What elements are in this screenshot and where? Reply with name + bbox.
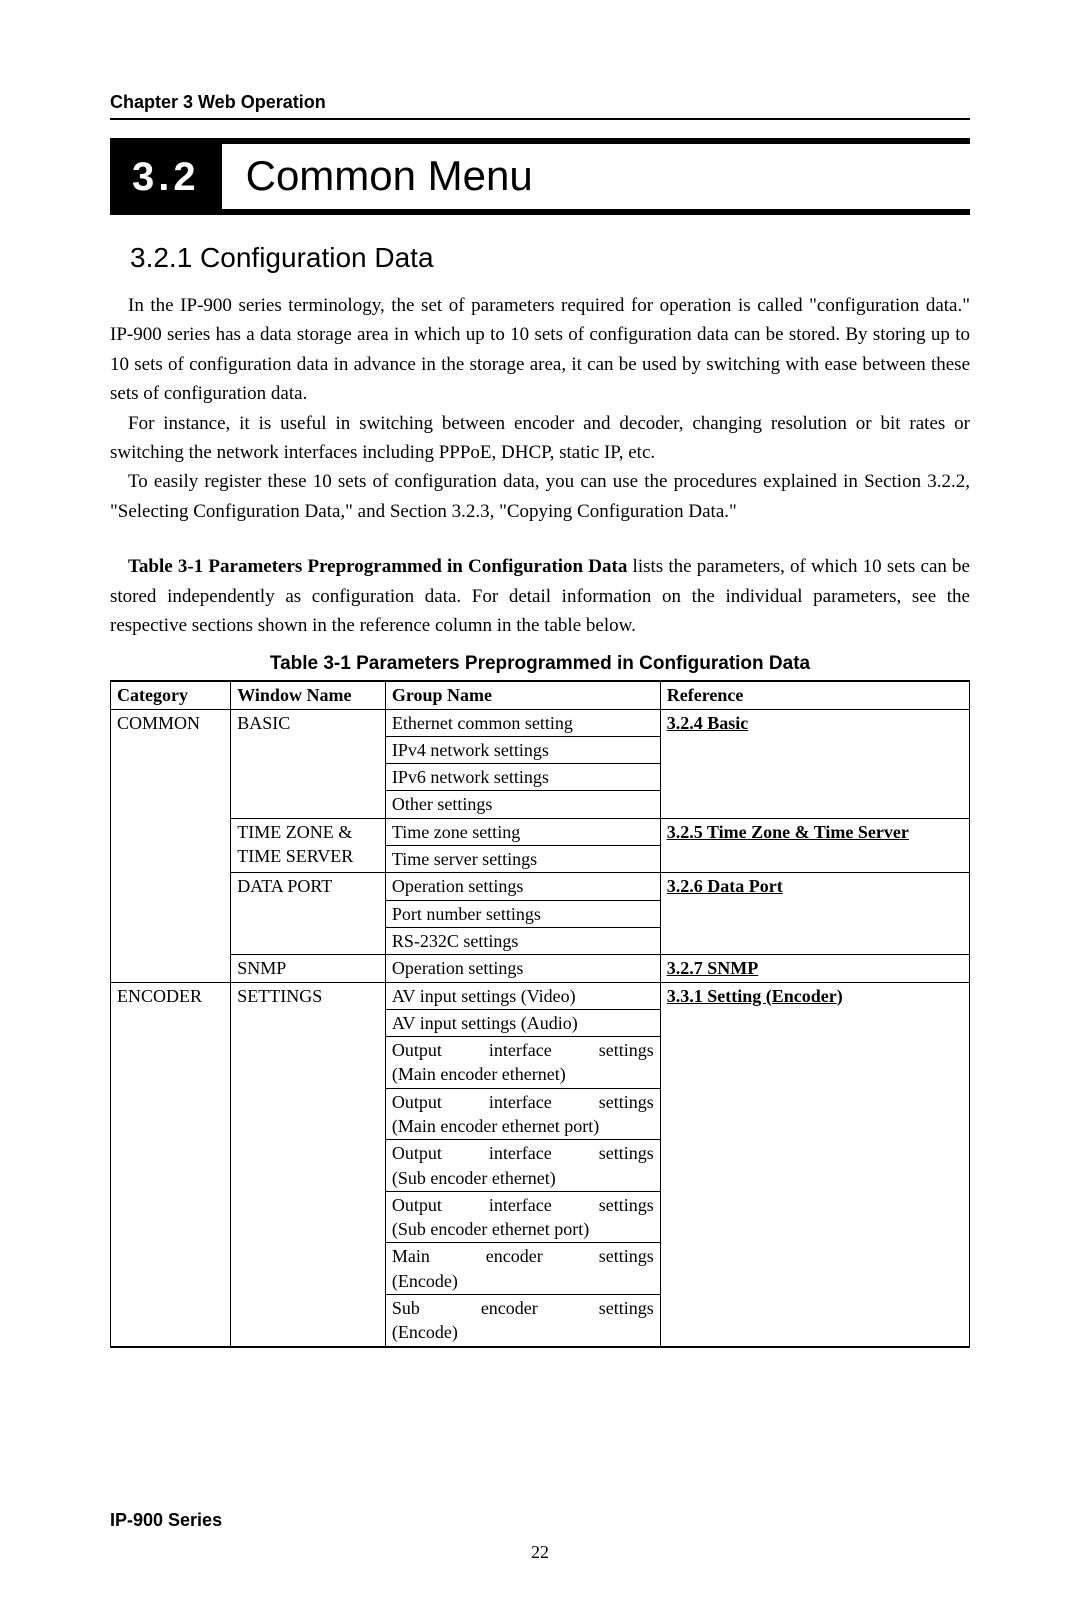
td-group: Output interface settings(Main encoder e… — [385, 1037, 660, 1089]
td-reference: 3.2.5 Time Zone & Time Server — [660, 818, 969, 873]
td-group: Time zone setting — [385, 818, 660, 845]
td-window: SETTINGS — [231, 982, 386, 1347]
table-header-row: Category Window Name Group Name Referenc… — [111, 681, 970, 709]
table-row: DATA PORTOperation settings3.2.6 Data Po… — [111, 873, 970, 900]
paragraph-2: For instance, it is useful in switching … — [110, 409, 970, 468]
body-paragraph-block-1: In the IP-900 series terminology, the se… — [110, 291, 970, 527]
table-row: COMMONBASICEthernet common setting3.2.4 … — [111, 709, 970, 736]
td-group: RS-232C settings — [385, 927, 660, 954]
subsection-title: 3.2.1 Configuration Data — [130, 239, 970, 277]
td-window: SNMP — [231, 955, 386, 982]
paragraph-1: In the IP-900 series terminology, the se… — [110, 291, 970, 409]
td-group: IPv6 network settings — [385, 764, 660, 791]
td-group: Output interface settings(Sub encoder et… — [385, 1191, 660, 1243]
th-window: Window Name — [231, 681, 386, 709]
section-heading: 3.2 Common Menu — [110, 138, 970, 215]
section-number-box: 3.2 — [110, 144, 222, 209]
td-category: COMMON — [111, 709, 231, 982]
td-reference: 3.2.7 SNMP — [660, 955, 969, 982]
td-reference: 3.2.4 Basic — [660, 709, 969, 818]
body-paragraph-block-2: Table 3-1 Parameters Preprogrammed in Co… — [110, 552, 970, 640]
footer-series: IP-900 Series — [110, 1508, 970, 1532]
table-row: ENCODERSETTINGSAV input settings (Video)… — [111, 982, 970, 1009]
th-reference: Reference — [660, 681, 969, 709]
td-window: BASIC — [231, 709, 386, 818]
paragraph-3: To easily register these 10 sets of conf… — [110, 467, 970, 526]
td-group: Operation settings — [385, 873, 660, 900]
th-category: Category — [111, 681, 231, 709]
td-group: Output interface settings(Main encoder e… — [385, 1088, 660, 1140]
td-reference: 3.2.6 Data Port — [660, 873, 969, 955]
reference-link[interactable]: 3.2.6 Data Port — [667, 876, 783, 896]
td-group: Ethernet common setting — [385, 709, 660, 736]
td-group: Main encoder settings(Encode) — [385, 1243, 660, 1295]
td-group: Time server settings — [385, 846, 660, 873]
parameters-table: Category Window Name Group Name Referenc… — [110, 680, 970, 1347]
table-caption: Table 3-1 Parameters Preprogrammed in Co… — [110, 651, 970, 677]
page-number: 22 — [110, 1540, 970, 1564]
td-group: Port number settings — [385, 900, 660, 927]
table-row: SNMPOperation settings 3.2.7 SNMP — [111, 955, 970, 982]
reference-link[interactable]: 3.2.4 Basic — [667, 713, 749, 733]
chapter-header: Chapter 3 Web Operation — [110, 90, 970, 120]
th-group: Group Name — [385, 681, 660, 709]
td-group: Sub encoder settings(Encode) — [385, 1295, 660, 1347]
td-group: AV input settings (Video) — [385, 982, 660, 1009]
td-group: Other settings — [385, 791, 660, 818]
td-window: TIME ZONE & TIME SERVER — [231, 818, 386, 873]
td-group: Operation settings — [385, 955, 660, 982]
section-title: Common Menu — [232, 144, 533, 209]
reference-link[interactable]: 3.2.7 SNMP — [667, 958, 759, 978]
td-group: Output interface settings(Sub encoder et… — [385, 1140, 660, 1192]
reference-link[interactable]: 3.2.5 Time Zone & Time Server — [667, 822, 909, 842]
td-group: AV input settings (Audio) — [385, 1009, 660, 1036]
td-group: IPv4 network settings — [385, 736, 660, 763]
td-window: DATA PORT — [231, 873, 386, 955]
paragraph-4: Table 3-1 Parameters Preprogrammed in Co… — [110, 552, 970, 640]
td-category: ENCODER — [111, 982, 231, 1347]
reference-link[interactable]: 3.3.1 Setting (Encoder) — [667, 986, 843, 1006]
td-reference: 3.3.1 Setting (Encoder) — [660, 982, 969, 1347]
table-ref-bold: Table 3-1 Parameters Preprogrammed in Co… — [128, 556, 627, 577]
table-row: TIME ZONE & TIME SERVERTime zone setting… — [111, 818, 970, 845]
